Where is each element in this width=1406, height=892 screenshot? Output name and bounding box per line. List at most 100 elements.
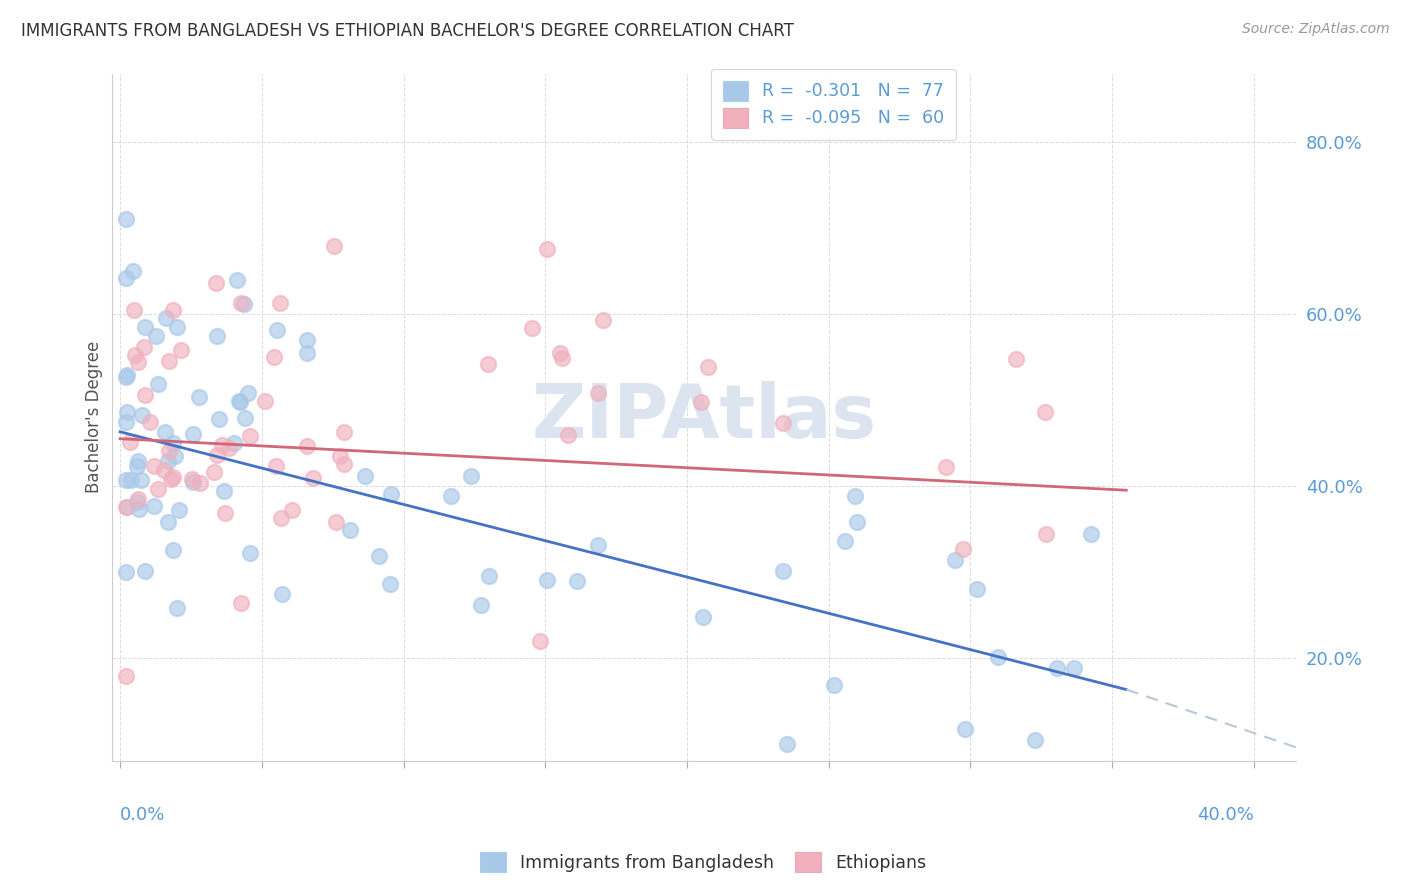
Point: [845, 516, 868, 530]
Point: [228, 393, 250, 408]
Point: [188, 475, 211, 490]
Point: [953, 722, 976, 736]
Point: [165, 449, 187, 463]
Point: [236, 386, 259, 401]
Point: [114, 415, 136, 429]
Point: [952, 542, 974, 557]
Point: [145, 329, 167, 343]
Point: [153, 425, 176, 439]
Point: [823, 678, 845, 692]
Point: [125, 495, 148, 509]
Text: IMMIGRANTS FROM BANGLADESH VS ETHIOPIAN BACHELOR'S DEGREE CORRELATION CHART: IMMIGRANTS FROM BANGLADESH VS ETHIOPIAN …: [21, 22, 794, 40]
Point: [188, 390, 211, 404]
Point: [134, 564, 156, 578]
Point: [586, 386, 609, 401]
Point: [142, 458, 165, 473]
Point: [122, 263, 145, 277]
Point: [132, 340, 155, 354]
Point: [115, 500, 138, 514]
Point: [297, 346, 319, 360]
Point: [162, 542, 184, 557]
Point: [128, 502, 150, 516]
Point: [266, 323, 288, 337]
Point: [565, 574, 588, 588]
Point: [470, 599, 492, 613]
Point: [115, 369, 138, 384]
Point: [202, 465, 225, 479]
Point: [280, 503, 302, 517]
Point: [329, 450, 352, 464]
Point: [125, 458, 148, 473]
Point: [181, 426, 204, 441]
Point: [266, 459, 288, 474]
Point: [122, 302, 145, 317]
Point: [114, 473, 136, 487]
Point: [120, 473, 142, 487]
Point: [148, 482, 170, 496]
Point: [211, 438, 233, 452]
Point: [253, 394, 276, 409]
Point: [170, 343, 193, 358]
Point: [233, 410, 256, 425]
Point: [115, 405, 138, 419]
Point: [229, 596, 252, 610]
Point: [1033, 405, 1056, 419]
Legend: R =  -0.301   N =  77, R =  -0.095   N =  60: R = -0.301 N = 77, R = -0.095 N = 60: [711, 69, 956, 140]
Point: [127, 355, 149, 369]
Point: [156, 454, 179, 468]
Point: [460, 469, 482, 483]
Point: [380, 487, 402, 501]
Point: [987, 649, 1010, 664]
Point: [218, 442, 240, 456]
Point: [520, 320, 543, 334]
Point: [536, 242, 558, 256]
Point: [263, 350, 285, 364]
Point: [772, 416, 794, 430]
Point: [966, 582, 988, 596]
Point: [238, 546, 260, 560]
Point: [271, 587, 294, 601]
Point: [183, 475, 205, 489]
Y-axis label: Bachelor's Degree: Bachelor's Degree: [86, 341, 103, 493]
Point: [142, 500, 165, 514]
Point: [124, 348, 146, 362]
Point: [339, 523, 361, 537]
Point: [477, 357, 499, 371]
Point: [212, 484, 235, 499]
Point: [302, 471, 325, 485]
Point: [548, 346, 571, 360]
Point: [117, 368, 139, 383]
Point: [205, 448, 228, 462]
Point: [551, 351, 574, 365]
Point: [239, 429, 262, 443]
Point: [138, 415, 160, 429]
Point: [1063, 661, 1085, 675]
Legend: Immigrants from Bangladesh, Ethiopians: Immigrants from Bangladesh, Ethiopians: [474, 845, 932, 879]
Point: [229, 395, 252, 409]
Point: [166, 320, 188, 334]
Point: [378, 577, 401, 591]
Point: [333, 457, 356, 471]
Point: [772, 565, 794, 579]
Point: [536, 573, 558, 587]
Point: [114, 668, 136, 682]
Point: [295, 439, 318, 453]
Point: [114, 212, 136, 227]
Point: [440, 489, 463, 503]
Text: Source: ZipAtlas.com: Source: ZipAtlas.com: [1241, 22, 1389, 37]
Point: [323, 239, 346, 253]
Point: [224, 435, 246, 450]
Point: [157, 516, 180, 530]
Point: [269, 296, 291, 310]
Point: [157, 444, 180, 458]
Point: [155, 310, 177, 325]
Point: [692, 610, 714, 624]
Point: [162, 436, 184, 450]
Point: [297, 333, 319, 347]
Point: [834, 533, 856, 548]
Point: [167, 503, 190, 517]
Point: [586, 538, 609, 552]
Point: [367, 549, 389, 564]
Point: [690, 394, 713, 409]
Point: [557, 427, 579, 442]
